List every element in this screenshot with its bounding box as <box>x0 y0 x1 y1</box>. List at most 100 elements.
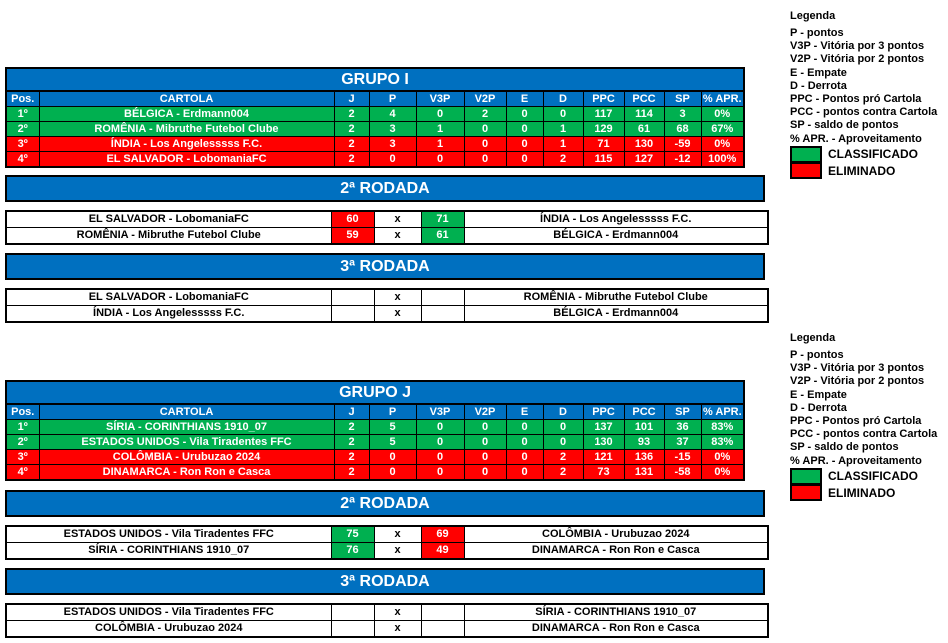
d-cell: 2 <box>542 464 584 481</box>
position-cell: 2º <box>5 121 40 137</box>
away-team-cell: ROMÊNIA - Mibruthe Futebol Clube <box>463 288 769 306</box>
j-cell: 2 <box>333 136 370 152</box>
v3p-cell: 0 <box>415 449 465 465</box>
classified-label: CLASSIFICADO <box>828 147 918 162</box>
apr-cell: 0% <box>700 449 745 465</box>
legend-line-p: P - pontos <box>790 27 844 39</box>
v2p-cell: 0 <box>463 151 507 168</box>
p-cell: 3 <box>368 121 417 137</box>
classified-label: CLASSIFICADO <box>828 469 918 484</box>
sp-cell: 68 <box>663 121 702 137</box>
pcc-cell: 61 <box>623 121 665 137</box>
legend-line-v3p: V3P - Vitória por 3 pontos <box>790 40 925 53</box>
v2p-cell: 0 <box>463 434 507 450</box>
away-score-cell <box>420 620 465 638</box>
legend-line-e: E - Empate <box>790 66 847 79</box>
ppc-cell: 71 <box>582 136 625 152</box>
group-j-round-2-banner: 2ª RODADA <box>5 490 765 517</box>
col-header-v2p: V2P <box>463 403 507 420</box>
col-header-apr: % APR. <box>700 90 745 107</box>
col-header-v3p: V3P <box>415 403 465 420</box>
col-header-sp: SP <box>663 90 702 107</box>
home-team-cell: COLÔMBIA - Urubuzao 2024 <box>5 620 332 638</box>
legend-line-ppc: PPC - Pontos pró Cartola <box>790 415 922 428</box>
versus-cell: x <box>373 288 422 306</box>
team-cell: ÍNDIA - Los Angelesssss F.C. <box>38 136 335 152</box>
versus-cell: x <box>373 227 422 245</box>
legend-line-p: P - pontos <box>790 349 844 361</box>
apr-cell: 0% <box>700 464 745 481</box>
standings-row: 2º ESTADOS UNIDOS - Vila Tiradentes FFC … <box>5 434 745 450</box>
away-score-cell: 61 <box>420 227 465 245</box>
legend-line-apr: % APR. - Aproveitamento <box>790 132 922 145</box>
legend-line-pcc: PCC - pontos contra Cartola <box>790 106 938 119</box>
sp-cell: -59 <box>663 136 702 152</box>
position-cell: 1º <box>5 106 40 122</box>
versus-cell: x <box>373 525 422 543</box>
away-team-cell: BÉLGICA - Erdmann004 <box>463 227 769 245</box>
standings-row: 3º ÍNDIA - Los Angelesssss F.C. 2 3 1 0 … <box>5 136 745 152</box>
p-cell: 0 <box>368 151 417 168</box>
match-row: ESTADOS UNIDOS - Vila Tiradentes FFC 75 … <box>5 525 769 543</box>
ppc-cell: 121 <box>582 449 625 465</box>
standings-row: 1º BÉLGICA - Erdmann004 2 4 0 2 0 0 117 … <box>5 106 745 122</box>
col-header-p: P <box>368 90 417 107</box>
p-cell: 0 <box>368 449 417 465</box>
j-cell: 2 <box>333 434 370 450</box>
classified-color-swatch <box>790 467 822 485</box>
home-team-cell: SÍRIA - CORINTHIANS 1910_07 <box>5 542 332 560</box>
col-header-cartola: CARTOLA <box>38 403 335 420</box>
e-cell: 0 <box>505 106 544 122</box>
away-team-cell: COLÔMBIA - Urubuzao 2024 <box>463 525 769 543</box>
col-header-pcc: PCC <box>623 403 665 420</box>
e-cell: 0 <box>505 121 544 137</box>
group-j-round-2-matches: ESTADOS UNIDOS - Vila Tiradentes FFC 75 … <box>5 525 769 560</box>
sp-cell: 36 <box>663 419 702 435</box>
col-header-sp: SP <box>663 403 702 420</box>
match-row: ROMÊNIA - Mibruthe Futebol Clube 59 x 61… <box>5 227 769 245</box>
sp-cell: -15 <box>663 449 702 465</box>
home-team-cell: ÍNDIA - Los Angelesssss F.C. <box>5 305 332 323</box>
legend-line-d: D - Derrota <box>790 79 847 92</box>
ppc-cell: 137 <box>582 419 625 435</box>
legend-group-j: Legenda P - pontos V3P - Vitória por 3 p… <box>790 332 948 502</box>
sp-cell: -12 <box>663 151 702 168</box>
home-score-cell <box>330 620 375 638</box>
team-cell: ESTADOS UNIDOS - Vila Tiradentes FFC <box>38 434 335 450</box>
p-cell: 3 <box>368 136 417 152</box>
p-cell: 4 <box>368 106 417 122</box>
group-i-round-3-banner: 3ª RODADA <box>5 253 765 280</box>
v2p-cell: 2 <box>463 106 507 122</box>
col-header-apr: % APR. <box>700 403 745 420</box>
p-cell: 5 <box>368 434 417 450</box>
match-row: EL SALVADOR - LobomaniaFC x ROMÊNIA - Mi… <box>5 288 769 306</box>
sp-cell: 37 <box>663 434 702 450</box>
col-header-d: D <box>542 90 584 107</box>
col-header-cartola: CARTOLA <box>38 90 335 107</box>
d-cell: 1 <box>542 136 584 152</box>
p-cell: 5 <box>368 419 417 435</box>
match-row: SÍRIA - CORINTHIANS 1910_07 76 x 49 DINA… <box>5 542 769 560</box>
apr-cell: 0% <box>700 136 745 152</box>
ppc-cell: 73 <box>582 464 625 481</box>
col-header-j: J <box>333 403 370 420</box>
standings-row: 3º COLÔMBIA - Urubuzao 2024 2 0 0 0 0 2 … <box>5 449 745 465</box>
v2p-cell: 0 <box>463 136 507 152</box>
col-header-p: P <box>368 403 417 420</box>
pcc-cell: 101 <box>623 419 665 435</box>
pcc-cell: 127 <box>623 151 665 168</box>
col-header-j: J <box>333 90 370 107</box>
position-cell: 4º <box>5 464 40 481</box>
legend-eliminated-row: ELIMINADO <box>790 161 948 180</box>
d-cell: 0 <box>542 434 584 450</box>
group-j-title: GRUPO J <box>5 380 745 405</box>
v3p-cell: 0 <box>415 419 465 435</box>
away-team-cell: SÍRIA - CORINTHIANS 1910_07 <box>463 603 769 621</box>
v2p-cell: 0 <box>463 449 507 465</box>
legend-line-v2p: V2P - Vitória por 2 pontos <box>790 53 925 66</box>
position-cell: 1º <box>5 419 40 435</box>
standings-row: 4º EL SALVADOR - LobomaniaFC 2 0 0 0 0 2… <box>5 151 745 168</box>
versus-cell: x <box>373 620 422 638</box>
pcc-cell: 130 <box>623 136 665 152</box>
away-score-cell: 69 <box>420 525 465 543</box>
